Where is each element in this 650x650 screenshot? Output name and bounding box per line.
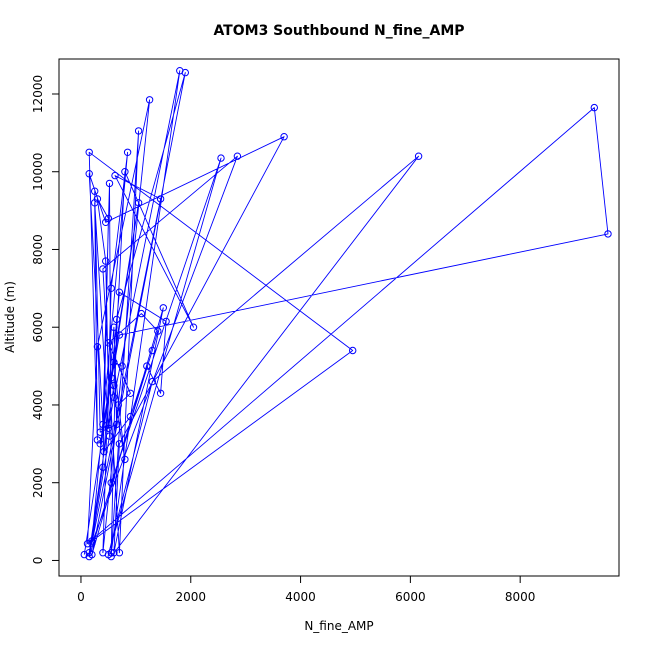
data-point xyxy=(114,401,123,409)
data-point xyxy=(110,381,118,390)
y-tick-label: 6000 xyxy=(31,312,45,343)
data-point xyxy=(121,168,129,176)
data-point xyxy=(112,420,121,429)
data-point xyxy=(93,343,102,351)
data-point xyxy=(107,552,115,561)
data-point xyxy=(112,315,121,324)
data-point xyxy=(104,339,113,347)
data-point xyxy=(110,323,118,331)
data-point xyxy=(349,346,357,355)
data-point xyxy=(104,214,113,223)
data-point xyxy=(85,552,93,561)
series-line xyxy=(83,70,609,558)
y-axis-label: Altitude (m) xyxy=(3,281,17,353)
data-point xyxy=(159,304,168,312)
x-axis-label: N_fine_AMP xyxy=(304,619,373,633)
data-point xyxy=(154,327,162,335)
data-point xyxy=(102,257,110,265)
y-tick-label: 2000 xyxy=(31,467,45,498)
data-point xyxy=(93,195,102,203)
data-point xyxy=(126,412,135,421)
x-tick-label: 6000 xyxy=(395,590,426,604)
data-point xyxy=(414,152,423,160)
chart-title: ATOM3 Southbound N_fine_AMP xyxy=(213,23,464,39)
data-point xyxy=(134,199,143,207)
data-point xyxy=(115,440,124,448)
data-point xyxy=(217,154,225,162)
data-point xyxy=(604,230,612,238)
data-point xyxy=(107,374,115,382)
data-point xyxy=(181,68,190,77)
data-point xyxy=(85,148,93,157)
points-layer xyxy=(80,67,612,561)
data-point xyxy=(107,479,115,487)
data-point xyxy=(148,346,157,355)
data-point xyxy=(99,420,107,429)
data-point xyxy=(118,362,126,370)
data-point xyxy=(189,323,198,331)
data-point xyxy=(115,288,124,296)
data-point xyxy=(105,432,114,440)
series-layer xyxy=(83,70,609,558)
y-tick-label: 8000 xyxy=(31,234,45,265)
data-point xyxy=(280,133,288,141)
data-point xyxy=(156,195,165,203)
data-point xyxy=(91,187,99,195)
plot-frame xyxy=(58,58,620,577)
data-point xyxy=(93,436,102,444)
x-tick-label: 8000 xyxy=(505,590,536,604)
data-point xyxy=(137,309,146,318)
data-point xyxy=(110,358,118,366)
data-point xyxy=(111,171,119,180)
x-tick-label: 0 xyxy=(77,590,85,604)
data-point xyxy=(590,103,598,112)
data-point xyxy=(104,424,113,432)
data-point xyxy=(121,455,129,464)
data-point xyxy=(126,389,135,397)
y-tick-label: 0 xyxy=(31,557,45,565)
y-tick-label: 12000 xyxy=(31,75,45,113)
data-point xyxy=(110,393,118,401)
data-point xyxy=(96,428,104,436)
data-point xyxy=(88,539,96,547)
data-point xyxy=(115,549,124,557)
data-point xyxy=(148,377,157,386)
data-point xyxy=(99,265,107,273)
data-point xyxy=(85,549,93,557)
data-point xyxy=(134,127,143,135)
x-tick-label: 2000 xyxy=(175,590,206,604)
data-point xyxy=(145,96,154,104)
data-point xyxy=(143,362,151,370)
data-point xyxy=(123,148,132,157)
x-axis: 0 2000 4000 6000 8000 xyxy=(77,575,536,604)
data-point xyxy=(115,331,124,339)
y-tick-label: 10000 xyxy=(31,153,45,191)
data-point xyxy=(85,170,93,178)
data-point xyxy=(80,550,89,559)
y-tick-label: 4000 xyxy=(31,390,45,421)
data-point xyxy=(99,463,107,471)
data-point xyxy=(100,447,108,456)
data-point xyxy=(156,389,165,397)
data-point xyxy=(88,537,96,545)
data-point xyxy=(233,152,242,160)
x-tick-label: 4000 xyxy=(285,590,316,604)
data-point xyxy=(105,179,114,188)
data-point xyxy=(107,284,115,292)
data-point xyxy=(162,317,170,326)
y-axis: 0 2000 4000 6000 8000 10000 12000 xyxy=(31,75,60,565)
